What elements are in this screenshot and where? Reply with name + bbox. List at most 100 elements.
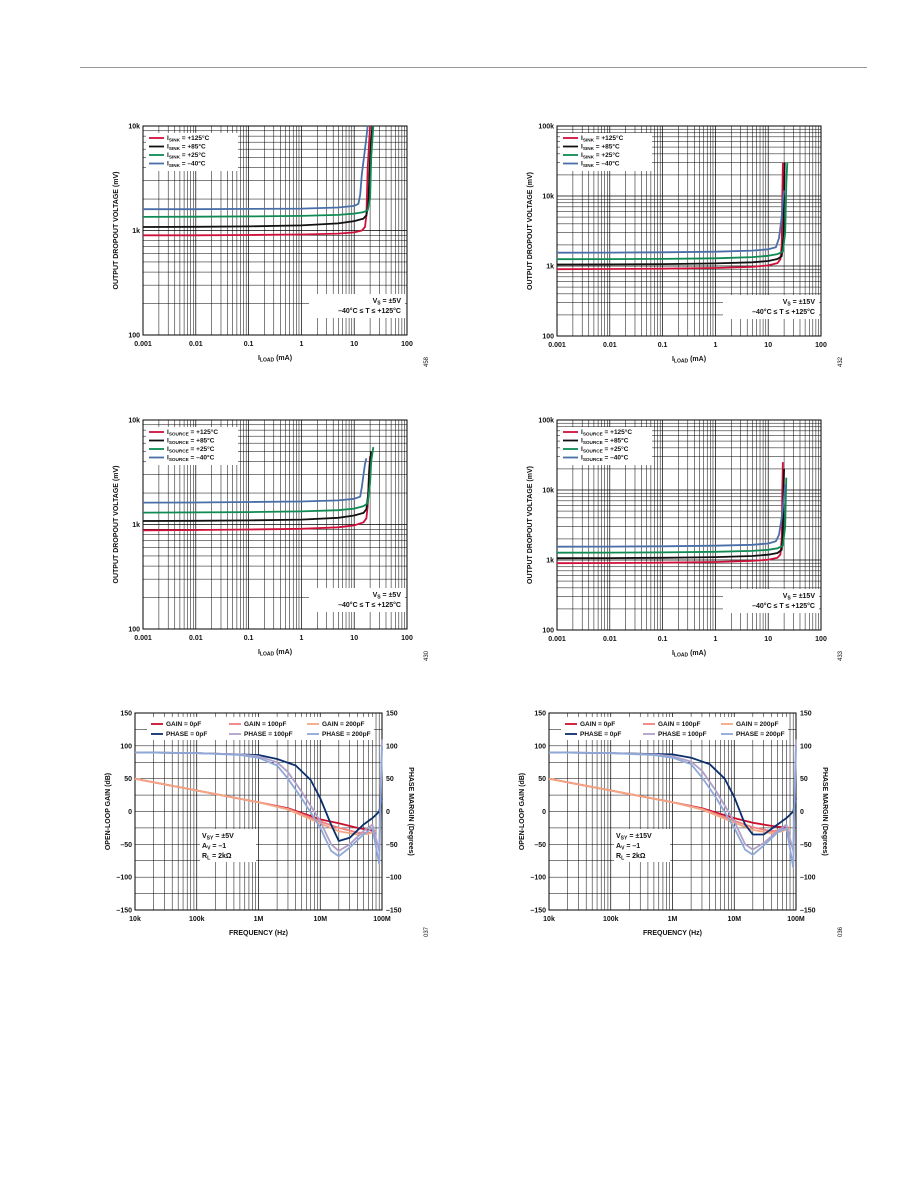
legend-box xyxy=(560,427,652,465)
x-tick-label: 100 xyxy=(815,342,827,349)
y2-tick-label: 0 xyxy=(386,809,390,816)
y-tick-label: –100 xyxy=(530,875,546,882)
series-group xyxy=(142,446,375,532)
y-tick-label: 100 xyxy=(128,333,140,340)
y2-axis-label: PHASE MARGIN (Degrees) xyxy=(407,767,414,856)
legend-label: PHASE = 100pF xyxy=(244,731,293,738)
x-tick-label: 1 xyxy=(299,341,303,348)
figure-number: 036 xyxy=(838,926,844,937)
y2-tick-label: –150 xyxy=(800,908,816,915)
series-line-5 xyxy=(134,739,383,852)
x-tick-label: 0.1 xyxy=(658,636,668,643)
note-line: RL = 2kΩ xyxy=(616,853,646,862)
plot-frame xyxy=(556,419,822,631)
note-line: –40°C ≤ T ≤ +125°C xyxy=(338,307,401,315)
y2-tick-label: –100 xyxy=(386,875,402,882)
legend-label: ISOURCE = +125°C xyxy=(581,428,632,437)
series-line-2 xyxy=(142,451,373,522)
series-line-1 xyxy=(556,162,784,271)
x-tick-label: 100 xyxy=(815,636,827,643)
note-box xyxy=(309,294,405,318)
x-tick-label: 10k xyxy=(129,916,141,923)
chart-sink-15v: 0.001 0.01 0.1 1 10 100 100 1k 10k 100k ILOAD (mA)… xyxy=(527,124,844,368)
series-line-4 xyxy=(556,484,787,548)
y-tick-label: –150 xyxy=(116,908,132,915)
x-tick-label: 0.01 xyxy=(189,341,203,348)
legend-label: ISOURCE = –40°C xyxy=(167,454,215,463)
y-tick-label: 10k xyxy=(542,194,554,201)
series-group xyxy=(556,162,789,271)
note-box xyxy=(200,829,256,862)
note-line: VSY = ±15V xyxy=(616,833,652,842)
x-tick-label: 0.01 xyxy=(189,635,203,642)
y-tick-label: 10k xyxy=(128,124,140,131)
legend-label: PHASE = 200pF xyxy=(322,731,371,738)
y-tick-label: 0 xyxy=(542,809,546,816)
series-line-3 xyxy=(556,477,788,554)
legend-label: GAIN = 200pF xyxy=(322,721,364,728)
legend-label: PHASE = 100pF xyxy=(658,731,707,738)
x-axis-label: ILOAD (mA) xyxy=(258,355,292,364)
legend-label: ISINK = +85°C xyxy=(167,143,206,152)
legend-box xyxy=(146,427,238,465)
y-axis-label: OUTPUT DROPOUT VOLTAGE (mV) xyxy=(527,466,534,584)
x-tick-label: 1M xyxy=(254,916,264,923)
y-tick-label: –50 xyxy=(534,842,546,849)
note-box xyxy=(723,589,819,613)
legend-label: ISINK = –40°C xyxy=(167,160,206,169)
y2-tick-label: –150 xyxy=(386,908,402,915)
y-tick-label: –150 xyxy=(530,908,546,915)
chart-olg-15v: 10k 100k 1M 10M 100M–150–100–50050100150–150… xyxy=(519,711,844,938)
legend-label: ISOURCE = +125°C xyxy=(167,428,218,437)
legend: GAIN = 0pF GAIN = 100pF GAIN = 200pF PHASE … xyxy=(561,717,788,740)
page-header-rule xyxy=(80,67,867,68)
legend-label: ISINK = +125°C xyxy=(167,134,210,143)
legend-label: ISOURCE = +25°C xyxy=(581,445,629,454)
note-line: RL = 2kΩ xyxy=(202,853,232,862)
legend-label: ISOURCE = +85°C xyxy=(581,437,629,446)
series-line-4 xyxy=(134,751,383,842)
plot-frame xyxy=(548,712,797,911)
y-tick-label: 150 xyxy=(534,711,546,718)
y-tick-label: –50 xyxy=(120,842,132,849)
x-tick-label: 0.1 xyxy=(244,635,254,642)
series-group xyxy=(134,739,383,865)
plot-frame xyxy=(142,125,408,336)
legend-label: GAIN = 0pF xyxy=(166,721,201,728)
note-line: AV = –1 xyxy=(616,843,640,852)
figure-number: 458 xyxy=(424,356,430,367)
series-group xyxy=(548,739,797,869)
series-line-2 xyxy=(142,125,374,228)
y-tick-label: –100 xyxy=(116,875,132,882)
legend-label: PHASE = 200pF xyxy=(736,731,785,738)
note-line: –40°C ≤ T ≤ +125°C xyxy=(752,308,815,316)
y2-tick-label: 150 xyxy=(386,711,398,718)
y-tick-label: 1k xyxy=(132,228,140,235)
y2-tick-label: 50 xyxy=(800,776,808,783)
y-tick-label: 0 xyxy=(128,809,132,816)
x-tick-label: 1 xyxy=(299,635,303,642)
series-line-4 xyxy=(143,125,369,211)
legend-label: ISOURCE = +85°C xyxy=(167,437,215,446)
y-tick-label: 10k xyxy=(542,488,554,495)
note-line: VSY = ±5V xyxy=(202,833,234,842)
x-tick-label: 0.1 xyxy=(658,342,668,349)
plot-frame xyxy=(556,125,822,337)
x-tick-label: 100M xyxy=(373,916,391,923)
note-line: AV = –1 xyxy=(202,843,226,852)
x-tick-label: 10 xyxy=(764,342,772,349)
legend-label: GAIN = 200pF xyxy=(736,721,778,728)
series-line-4 xyxy=(556,190,785,254)
legend-label: ISOURCE = –40°C xyxy=(581,454,629,463)
note-box xyxy=(614,829,670,862)
x-axis-label: FREQUENCY (Hz) xyxy=(229,930,288,937)
x-axis-label: ILOAD (mA) xyxy=(672,650,706,659)
series-line-6 xyxy=(548,745,797,869)
y-axis-label: OPEN-LOOP GAIN (dB) xyxy=(105,773,112,850)
legend-label: ISINK = +25°C xyxy=(167,151,206,160)
series-line-3 xyxy=(556,162,789,261)
series-line-4 xyxy=(548,751,797,836)
chart-sink-5v: 0.001 0.01 0.1 1 10 100 100 1k 10k ILOAD (mA) OUTP… xyxy=(113,124,430,368)
